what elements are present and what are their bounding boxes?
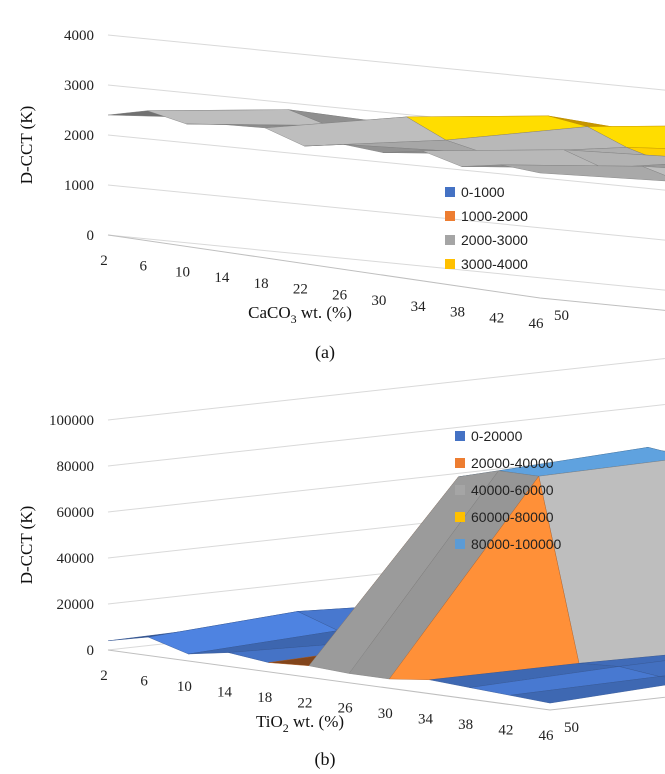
- x-tick-label: 38: [458, 717, 473, 733]
- legend-label: 3000-4000: [461, 256, 528, 272]
- x-tick-label: 10: [177, 679, 192, 695]
- x-axis-title-sub: 3: [291, 312, 297, 326]
- z-tick-label: 2000: [64, 128, 94, 144]
- gridline: [107, 234, 665, 291]
- legend-label: 80000-100000: [471, 536, 562, 552]
- x-axis-title-tail: wt. (%): [297, 303, 352, 322]
- legend-label: 0-20000: [471, 428, 523, 444]
- gridline: [107, 404, 665, 467]
- x-tick-label: 38: [450, 305, 465, 321]
- x-axis-title-main: TiO: [256, 712, 283, 731]
- x-tick-label: 2: [100, 253, 108, 269]
- z-tick-label: 3000: [64, 78, 94, 94]
- x-axis-title-tail: wt. (%): [289, 712, 344, 731]
- floor-edge: [107, 234, 665, 311]
- x-tick-label: 14: [214, 270, 230, 286]
- legend-swatch: [455, 512, 465, 522]
- legend-label: 40000-60000: [471, 482, 554, 498]
- gridline: [107, 450, 665, 513]
- legend-label: 2000-3000: [461, 232, 528, 248]
- x-tick-label: 18: [254, 276, 269, 292]
- legend-label: 60000-80000: [471, 509, 554, 525]
- z-tick-label: 20000: [57, 597, 95, 613]
- z-axis-title: D-CCT (K): [17, 506, 36, 585]
- z-tick-label: 0: [87, 228, 95, 244]
- surface-patch: [500, 164, 665, 182]
- legend: 0-20000 20000-40000 40000-60000 60000-80000…: [455, 428, 562, 552]
- x-axis-title-main: CaCO: [248, 303, 291, 322]
- x-tick-label: 42: [489, 310, 504, 326]
- x-tick-label: 46: [529, 316, 545, 332]
- gridline: [107, 496, 665, 559]
- z-axis-title: D-CCT (K): [17, 106, 36, 185]
- legend-label: 20000-40000: [471, 455, 554, 471]
- legend-swatch: [455, 539, 465, 549]
- legend: 0-1000 1000-2000 2000-3000 3000-4000: [445, 184, 528, 272]
- legend-swatch: [445, 187, 455, 197]
- x-tick-label: 34: [418, 712, 434, 728]
- x-tick-label: 2: [100, 668, 108, 684]
- x-tick-label: 22: [293, 282, 308, 298]
- x-axis-title-sub: 2: [283, 721, 289, 735]
- x-tick-label: 26: [332, 287, 348, 303]
- legend-swatch: [445, 211, 455, 221]
- x-tick-label: 10: [175, 264, 190, 280]
- y-tick-label: 50: [554, 308, 569, 324]
- floor-edge: [107, 649, 665, 711]
- legend-swatch: [445, 259, 455, 269]
- surface: [107, 446, 665, 704]
- surface-patch: [509, 676, 665, 704]
- x-tick-label: 34: [411, 299, 427, 315]
- x-tick-label: 42: [498, 723, 513, 739]
- x-tick-label: 46: [539, 728, 555, 744]
- gridline: [107, 84, 665, 141]
- gridline: [107, 184, 665, 241]
- panel-caption: (a): [315, 342, 335, 363]
- gridline: [107, 134, 665, 191]
- legend-label: 1000-2000: [461, 208, 528, 224]
- legend-swatch: [455, 431, 465, 441]
- legend-swatch: [445, 235, 455, 245]
- x-axis-title: CaCO3 wt. (%): [248, 303, 352, 326]
- x-tick-label: 30: [371, 293, 386, 309]
- z-tick-label: 100000: [49, 413, 94, 429]
- gridline: [107, 542, 665, 605]
- panel-caption: (b): [315, 749, 336, 770]
- x-tick-label: 26: [338, 701, 354, 717]
- x-tick-label: 6: [140, 259, 148, 275]
- gridline: [107, 358, 665, 421]
- z-tick-label: 0: [87, 643, 95, 659]
- y-tick-label: 50: [564, 720, 579, 736]
- gridline: [107, 34, 665, 91]
- legend-swatch: [455, 458, 465, 468]
- gridlines: [107, 34, 665, 311]
- z-tick-label: 1000: [64, 178, 94, 194]
- x-tick-label: 30: [378, 706, 393, 722]
- legend-label: 0-1000: [461, 184, 505, 200]
- x-tick-label: 14: [217, 684, 233, 700]
- z-tick-label: 40000: [57, 551, 95, 567]
- legend-swatch: [455, 485, 465, 495]
- x-tick-label: 6: [140, 673, 148, 689]
- z-tick-label: 4000: [64, 28, 94, 44]
- surface: [107, 109, 665, 182]
- z-tick-label: 80000: [57, 459, 95, 475]
- x-tick-label: 22: [297, 695, 312, 711]
- z-tick-label: 60000: [57, 505, 95, 521]
- x-axis-title: TiO2 wt. (%): [256, 712, 344, 735]
- x-tick-label: 18: [257, 690, 272, 706]
